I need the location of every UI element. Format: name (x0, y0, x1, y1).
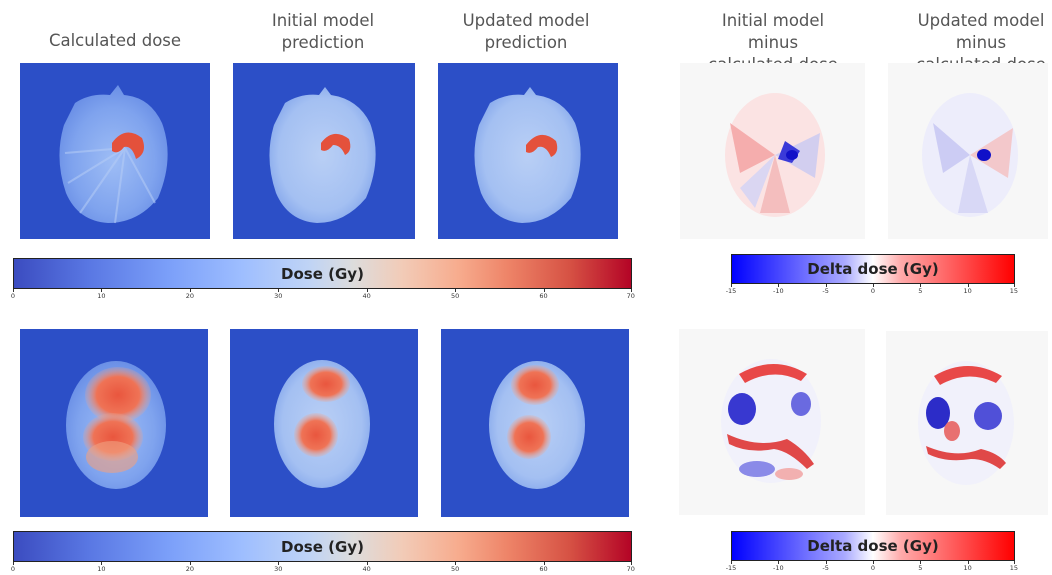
dose-tick-label: 50 (450, 565, 460, 573)
header-updated-model-prediction: Updated model prediction (462, 11, 590, 52)
dose-tick-label: 10 (97, 292, 106, 300)
dose-colorbar-ticks-row1: 0 10 20 30 40 50 60 70 (10, 289, 635, 303)
dose-tick-label: 50 (450, 292, 460, 300)
delta-tick-label: -5 (822, 287, 829, 295)
delta-map-row1-initial (680, 63, 865, 239)
dose-colorbar-label: Dose (Gy) (281, 537, 364, 556)
dose-tick-label: 40 (362, 565, 371, 573)
dose-colorbar-ticks-row2: 0 10 20 30 40 50 60 70 (10, 562, 635, 575)
delta-tick-label: 15 (1009, 287, 1018, 295)
dose-tick-label: 0 (10, 292, 16, 300)
delta-map-row2-updated (886, 331, 1048, 515)
delta-tick-label: 0 (870, 287, 876, 295)
delta-colorbar-label: Delta dose (Gy) (807, 260, 939, 278)
delta-tick-label: -10 (773, 287, 784, 295)
delta-tick-label: -10 (773, 564, 784, 572)
delta-colorbar-ticks-row2: -15 -10 -5 0 5 10 15 (726, 561, 1018, 575)
delta-tick-label: 5 (918, 564, 923, 572)
dose-map-row2-calculated (20, 329, 208, 517)
dose-colorbar-row2: Dose (Gy) (13, 531, 632, 562)
delta-map-row1-updated (888, 63, 1048, 239)
header-initial-model-prediction: Initial model prediction (271, 11, 375, 52)
header-calculated-dose: Calculated dose (48, 31, 182, 50)
delta-colorbar-label: Delta dose (Gy) (807, 537, 939, 555)
dose-map-row2-initial (230, 329, 418, 517)
dose-colorbar-row1: Dose (Gy) (13, 258, 632, 289)
dose-colorbar-label: Dose (Gy) (281, 264, 364, 283)
delta-tick-label: 10 (963, 564, 972, 572)
delta-colorbar-ticks-row1: -15 -10 -5 0 5 10 15 (726, 284, 1018, 298)
dose-tick-label: 10 (97, 565, 106, 573)
delta-tick-label: 10 (963, 287, 972, 295)
delta-colorbar-row1: Delta dose (Gy) (731, 254, 1015, 284)
delta-map-row2-initial (679, 329, 865, 515)
delta-tick-label: -5 (822, 564, 829, 572)
dose-map-row1-updated (438, 63, 618, 239)
dose-tick-label: 30 (274, 565, 283, 573)
dose-tick-label: 0 (10, 565, 16, 573)
delta-tick-label: -15 (725, 564, 737, 572)
dose-tick-label: 60 (539, 292, 548, 300)
dose-map-row2-updated (441, 329, 629, 517)
dose-tick-label: 60 (539, 565, 548, 573)
dose-tick-label: 30 (274, 292, 283, 300)
dose-tick-label: 20 (185, 565, 194, 573)
dose-map-row1-calculated (20, 63, 210, 239)
delta-tick-label: 0 (870, 564, 876, 572)
dose-tick-label: 20 (185, 292, 194, 300)
delta-tick-label: -15 (725, 287, 737, 295)
dose-tick-label: 70 (626, 565, 635, 573)
delta-tick-label: 5 (918, 287, 923, 295)
dose-tick-label: 40 (362, 292, 371, 300)
dose-tick-label: 70 (626, 292, 635, 300)
delta-colorbar-row2: Delta dose (Gy) (731, 531, 1015, 561)
delta-tick-label: 15 (1009, 564, 1018, 572)
dose-map-row1-initial (233, 63, 415, 239)
